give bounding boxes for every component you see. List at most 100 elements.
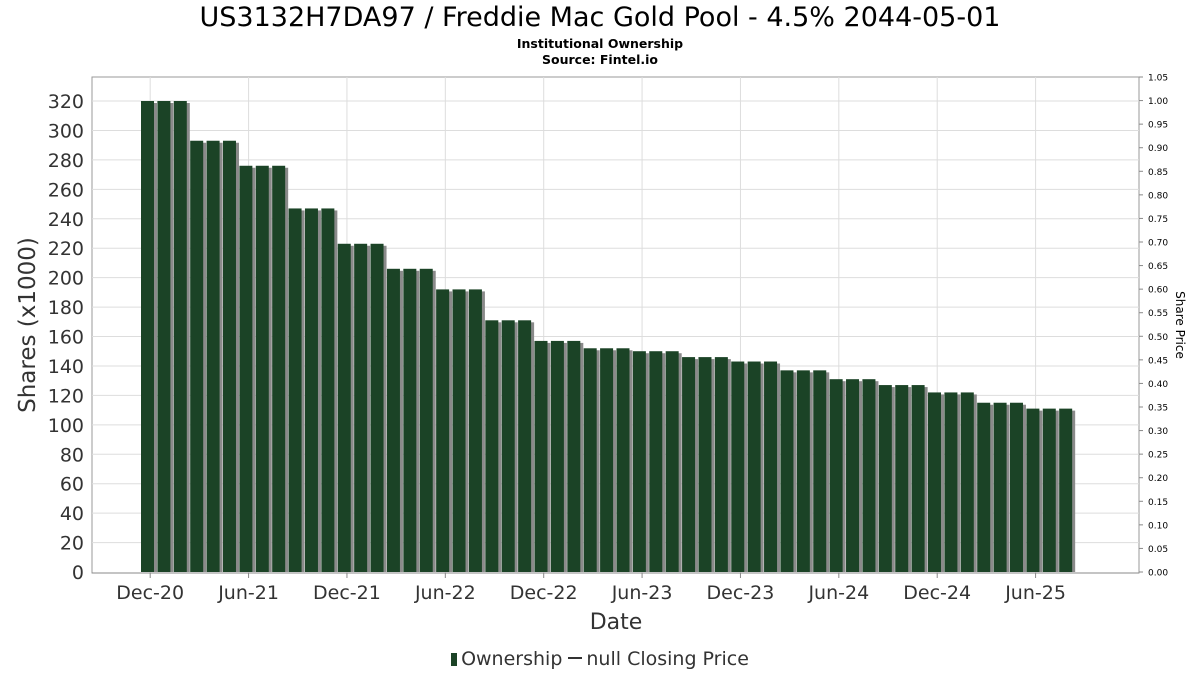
ownership-bar [501,320,515,572]
y-tick-label: 140 [48,356,84,378]
axes: 0 20 40 60 80 100 120 140 160 180 200 220 240 260 280 3… [48,74,1169,605]
x-tick-label: Dec-23 [707,582,775,604]
ownership-bar [190,140,204,572]
y2-tick-label: 0.10 [1148,521,1168,531]
ownership-bar [1042,408,1056,572]
y2-axis-label: Share Price [1173,291,1187,359]
chart-source: Source: Fintel.io [542,52,658,67]
y-tick-label: 300 [48,120,84,142]
ownership-bar [386,268,400,572]
ownership-bar [862,379,876,572]
y-axis-label: Shares (x1000) [15,237,41,413]
x-tick-label: Dec-20 [116,582,184,604]
ownership-bar [337,243,351,572]
x-tick-label: Dec-21 [313,582,381,604]
ownership-bar [780,370,794,572]
x-axis-label: Date [590,610,643,635]
x-tick-label: Jun-22 [414,582,476,604]
y-tick-label: 180 [48,297,84,319]
y2-tick-label: 0.90 [1148,144,1168,154]
ownership-bar [764,361,778,572]
y-tick-label: 220 [48,238,84,260]
y-tick-label: 260 [48,179,84,201]
y-tick-label: 40 [60,503,84,525]
y2-tick-label: 1.05 [1148,74,1168,84]
ownership-bar [255,165,269,572]
ownership-legend-label: Ownership [461,648,563,670]
ownership-bar [993,402,1007,572]
ownership-bar [550,340,564,572]
ownership-bar [141,101,154,572]
y-tick-label: 100 [48,415,84,437]
ownership-bar [600,348,614,572]
x-tick-label: Dec-24 [903,582,971,604]
ownership-bar [518,320,532,572]
ownership-bar [829,379,843,572]
ownership-bar [747,361,761,572]
ownership-bar [665,351,679,572]
ownership-bar [485,320,499,572]
ownership-bar [1009,402,1023,572]
y-tick-label: 80 [60,444,84,466]
y2-tick-label: 0.35 [1148,404,1168,414]
ownership-bar [846,379,860,572]
x-tick-label: Jun-21 [217,582,279,604]
y2-tick-label: 0.65 [1148,262,1168,272]
price-legend-line [568,657,583,659]
y-tick-label: 200 [48,268,84,290]
ownership-bar [288,208,302,572]
x-tick-label: Jun-24 [807,582,869,604]
y-tick-label: 120 [48,385,84,407]
y2-tick-label: 1.00 [1148,97,1168,107]
ownership-bar [354,243,368,572]
y2-tick-label: 0.55 [1148,309,1168,319]
ownership-bar [222,140,236,572]
ownership-bar [370,243,384,572]
ownership-bar [928,392,942,572]
y-tick-label: 240 [48,209,84,231]
y2-tick-label: 0.00 [1148,569,1168,579]
ownership-bar [173,101,187,572]
y2-tick-label: 0.60 [1148,286,1168,296]
ownership-bar [616,348,630,572]
y-tick-label: 0 [72,562,84,584]
y-tick-label: 60 [60,474,84,496]
ownership-bar [583,348,597,572]
ownership-bar [649,351,663,572]
chart-subtitle: Institutional Ownership [516,36,684,51]
ownership-bar [452,289,466,572]
price-legend-label: null Closing Price [586,648,749,670]
ownership-bar [567,340,581,572]
y2-tick-label: 0.05 [1148,545,1168,555]
bars [141,101,1076,572]
ownership-bar [157,101,171,572]
ownership-bar [960,392,974,572]
y2-tick-label: 0.15 [1148,498,1168,508]
ownership-bar [944,392,958,572]
ownership-bar [698,357,712,572]
y2-tick-label: 0.75 [1148,215,1168,225]
ownership-bar [731,361,745,572]
ownership-bar [272,165,286,572]
ownership-bar [796,370,810,572]
ownership-bar [468,289,482,572]
y-tick-label: 280 [48,150,84,172]
ownership-bar [403,268,417,572]
ownership-bar [419,268,433,572]
y-tick-label: 20 [60,533,84,555]
y2-tick-label: 0.25 [1148,451,1168,461]
x-tick-label: Jun-25 [1004,582,1066,604]
ownership-bar [436,289,450,572]
ownership-bar [632,351,646,572]
ownership-bar [911,385,925,572]
ownership-bar [714,357,728,572]
y2-tick-label: 0.30 [1148,427,1168,437]
legend: Ownership null Closing Price [0,648,1200,670]
ownership-bar [1026,408,1040,572]
y-tick-label: 320 [48,91,84,113]
ownership-bar [895,385,909,572]
y2-tick-label: 0.45 [1148,356,1168,366]
y2-tick-label: 0.40 [1148,380,1168,390]
ownership-bar [321,208,335,572]
ownership-bar [206,140,220,572]
